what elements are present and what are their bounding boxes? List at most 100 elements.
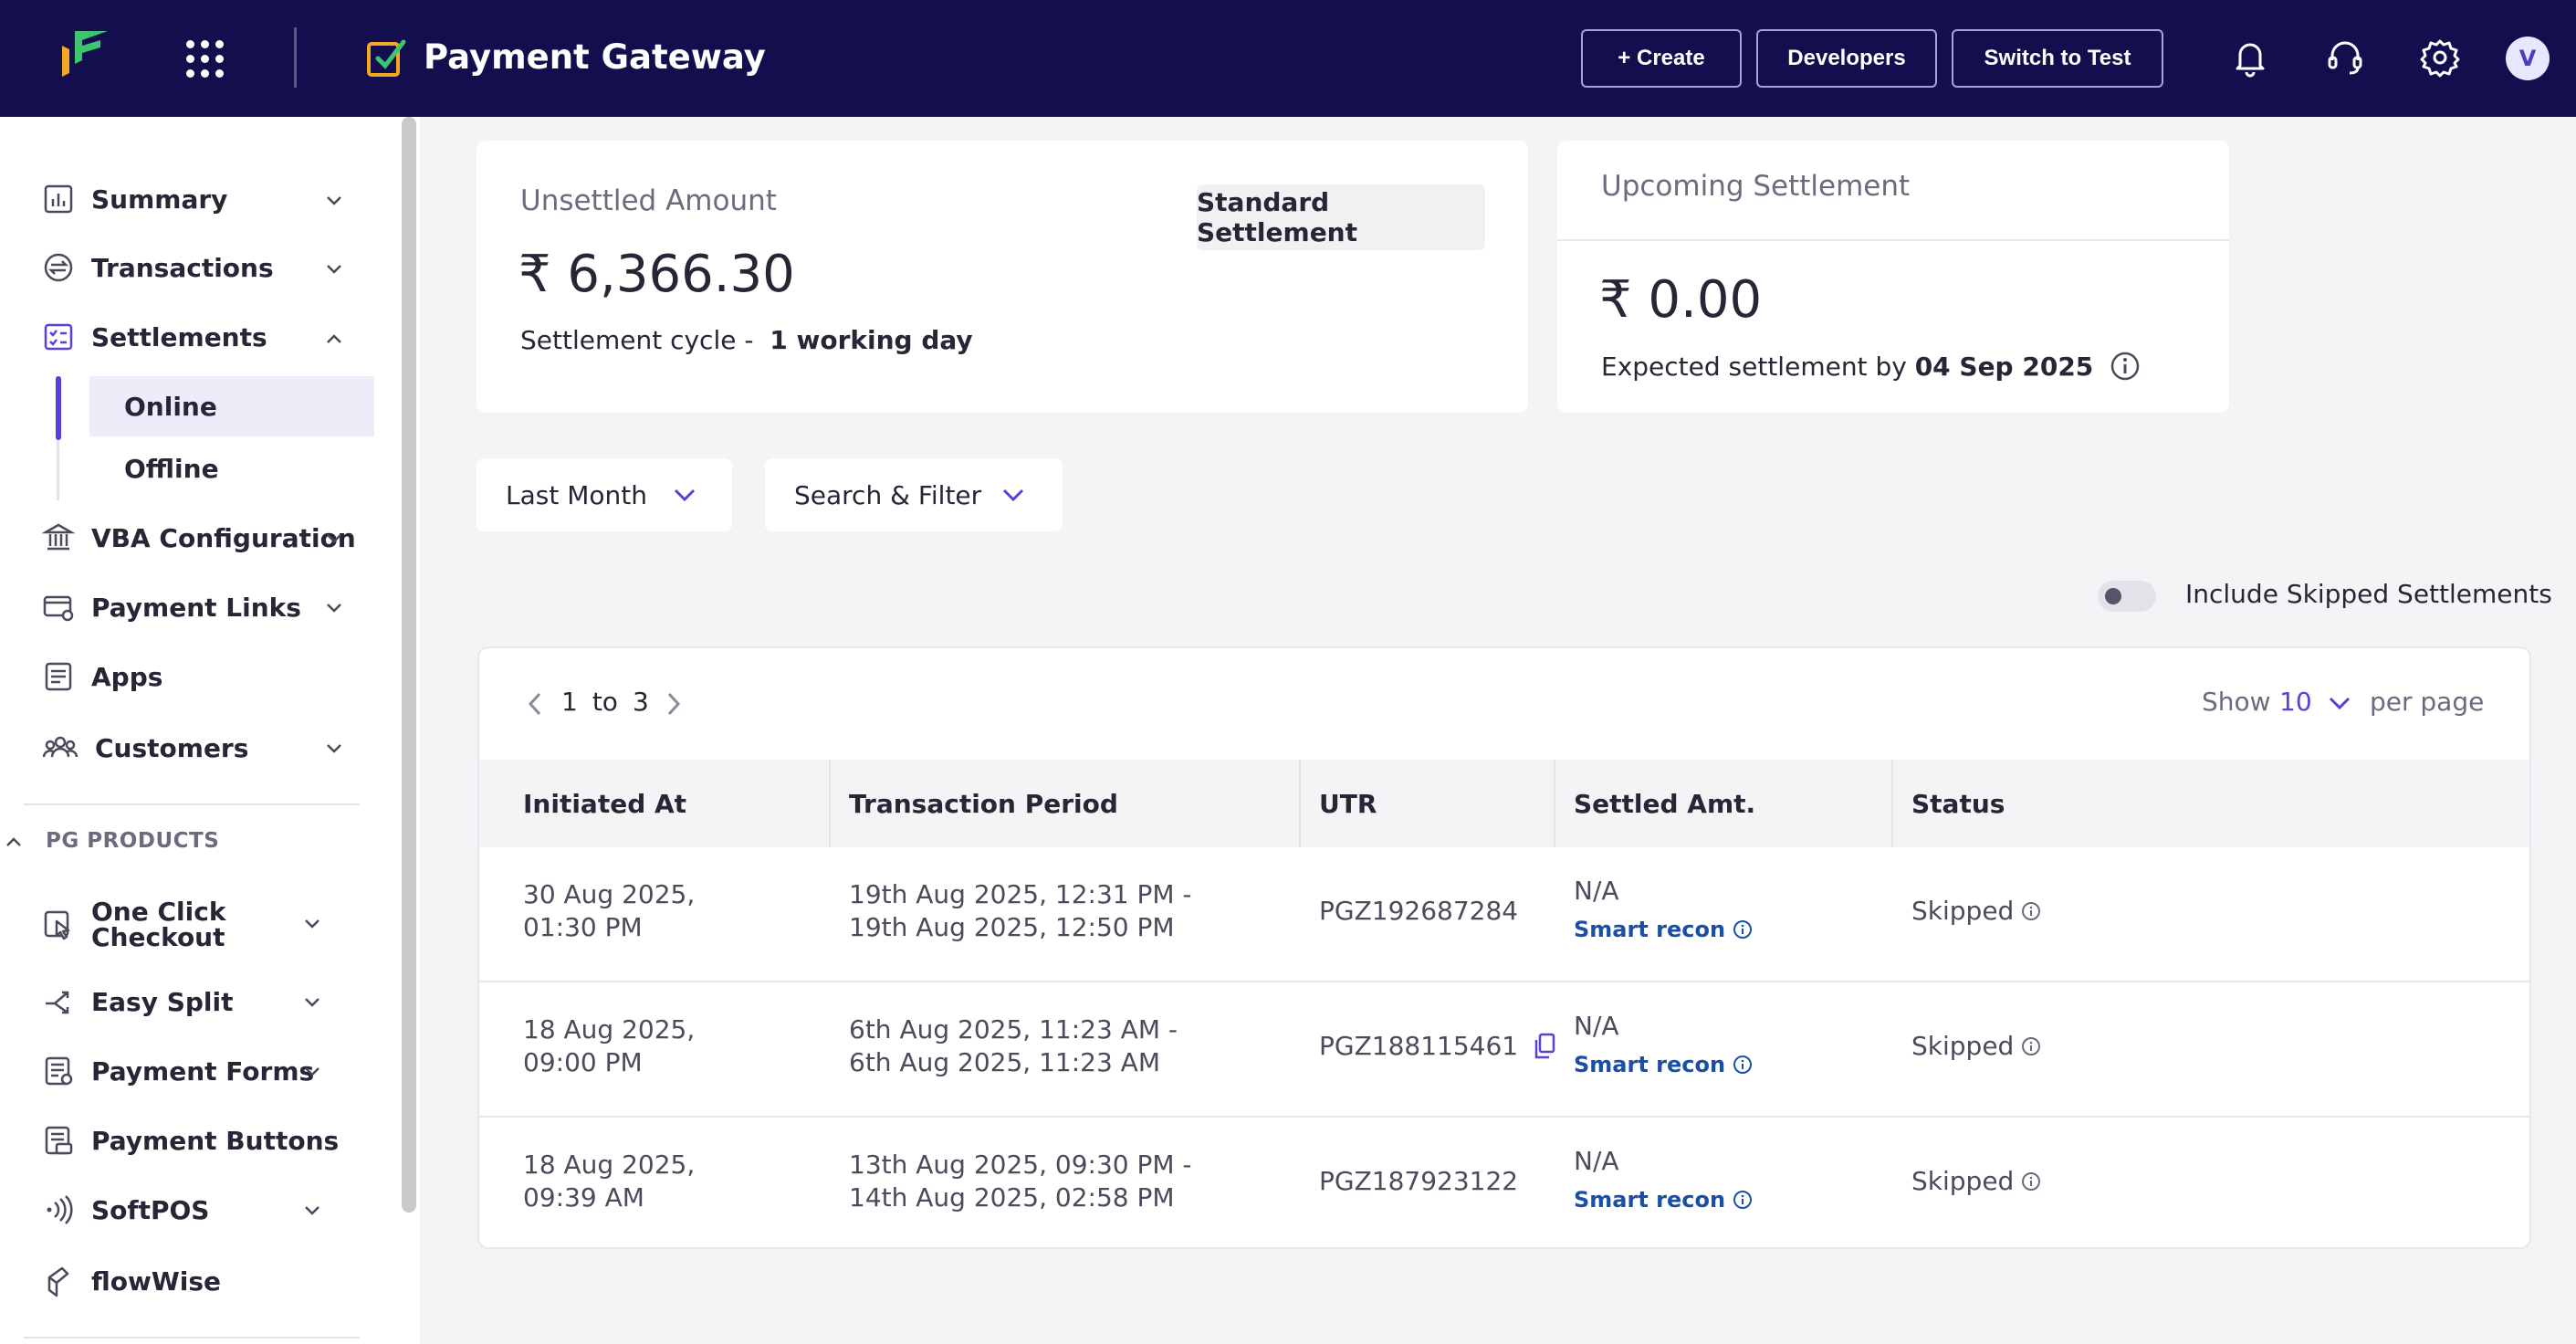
chevron-down-icon[interactable] [299, 911, 325, 937]
switch-to-test-button[interactable]: Switch to Test [1952, 29, 2163, 88]
sidebar-item-summary[interactable]: Summary [42, 173, 227, 225]
sidebar-item-payment-buttons[interactable]: Payment Buttons [42, 1115, 339, 1166]
settled-amount-cell: N/A [1574, 876, 1619, 906]
chevron-down-icon[interactable] [2325, 688, 2354, 718]
developers-button[interactable]: Developers [1756, 29, 1937, 88]
pagination-to: to [592, 687, 618, 717]
per-page-label: per page [2370, 687, 2485, 717]
settled-amount-cell: N/A [1574, 1146, 1619, 1176]
column-header-transaction-period[interactable]: Transaction Period [849, 788, 1118, 819]
gear-icon[interactable] [2419, 37, 2461, 79]
pagination-end: 3 [632, 687, 649, 717]
sidebar-item-easy-split[interactable]: Easy Split [42, 976, 233, 1027]
per-page-select[interactable]: 10 [2279, 687, 2312, 717]
standard-settlement-badge: Standard Settlement [1197, 184, 1485, 250]
column-header-initiated-at[interactable]: Initiated At [523, 788, 687, 819]
settlement-cycle-label: Settlement cycle - [520, 325, 762, 355]
create-button[interactable]: + Create [1581, 29, 1742, 88]
sidebar-item-flowwise[interactable]: flowWise [42, 1255, 221, 1307]
smart-recon-link[interactable]: Smart recon [1574, 1052, 1753, 1077]
header-divider [294, 27, 297, 88]
sidebar-item-label: One Click [91, 897, 226, 927]
apps-document-icon [45, 662, 72, 691]
sidebar-scrollbar[interactable] [402, 117, 416, 1213]
settlements-icon [44, 323, 73, 351]
chevron-down-icon[interactable] [299, 990, 325, 1015]
transaction-period-cell: 13th Aug 2025, 09:30 PM -14th Aug 2025, … [849, 1150, 1192, 1213]
sidebar-item-label: flowWise [91, 1265, 221, 1297]
info-icon[interactable] [2021, 1171, 2041, 1192]
info-icon[interactable] [2021, 1036, 2041, 1056]
chevron-down-icon[interactable] [321, 188, 347, 214]
column-header-utr[interactable]: UTR [1319, 788, 1377, 819]
sidebar-item-label: Transactions [91, 252, 274, 283]
include-skipped-toggle[interactable] [2098, 581, 2156, 612]
column-separator [829, 760, 831, 847]
payment-link-icon [43, 595, 74, 622]
sidebar-item-payment-links[interactable]: Payment Links [42, 582, 301, 633]
sidebar-item-settlements[interactable]: Settlements [42, 311, 267, 362]
payment-forms-icon [45, 1056, 73, 1086]
sidebar-divider [24, 803, 360, 805]
sidebar-item-label: Payment Buttons [91, 1125, 340, 1156]
utr-cell: PGZ187923122 [1319, 1166, 1519, 1196]
chevron-down-icon[interactable] [321, 257, 347, 282]
user-avatar[interactable]: V [2506, 37, 2550, 80]
initiated-at-cell: 30 Aug 2025, 01:30 PM [523, 879, 696, 942]
sidebar-item-label: Easy Split [91, 986, 234, 1017]
sidebar-item-label: Payment Forms [91, 1055, 315, 1087]
expected-settlement-label: Expected settlement by [1601, 351, 1915, 382]
chevron-down-icon[interactable] [299, 1059, 325, 1085]
settlements-table: 1 to 3 Show 10 per page Initiated At Tra… [477, 646, 2531, 1249]
settled-amount-cell: N/A [1574, 1011, 1619, 1041]
chevron-up-icon[interactable] [321, 326, 347, 352]
smart-recon-link[interactable]: Smart recon [1574, 1187, 1753, 1213]
chevron-up-icon[interactable] [2, 831, 26, 855]
sidebar-item-label: SoftPOS [91, 1194, 210, 1225]
chevron-down-icon[interactable] [321, 736, 347, 761]
chevron-down-icon[interactable] [321, 526, 347, 551]
sidebar-item-label: Checkout [91, 922, 225, 952]
upcoming-amount: ₹ 0.00 [1599, 270, 1763, 330]
column-header-settled-amount[interactable]: Settled Amt. [1574, 788, 1756, 819]
one-click-checkout-icon [44, 910, 70, 940]
column-header-status[interactable]: Status [1911, 788, 2005, 819]
transaction-period-cell: 19th Aug 2025, 12:31 PM -19th Aug 2025, … [849, 879, 1192, 942]
sidebar-item-transactions[interactable]: Transactions [42, 242, 274, 293]
bell-icon[interactable] [2229, 37, 2271, 79]
chevron-down-icon[interactable] [299, 1198, 325, 1223]
sidebar-item-label: Summary [91, 184, 228, 215]
sidebar-divider [24, 1337, 360, 1339]
sidebar-item-softpos[interactable]: SoftPOS [42, 1184, 209, 1235]
search-filter-dropdown[interactable]: Search & Filter [765, 458, 1063, 531]
unsettled-amount-card: Unsettled Amount ₹ 6,366.30 Settlement c… [476, 141, 1528, 413]
brand-logo-icon[interactable] [57, 27, 111, 79]
sidebar-subitem-offline[interactable]: Offline [124, 453, 219, 484]
sidebar-item-customers[interactable]: Customers [42, 722, 248, 773]
support-headset-icon[interactable] [2324, 37, 2366, 79]
status-text: Skipped [1911, 1031, 2015, 1061]
copy-icon[interactable] [1533, 1033, 1556, 1060]
sidebar-subitem-online[interactable]: Online [89, 376, 374, 436]
sidebar-item-one-click-checkout[interactable]: One Click Checkout [42, 895, 225, 955]
smart-recon-link[interactable]: Smart recon [1574, 917, 1753, 942]
initiated-at-cell: 18 Aug 2025, 09:00 PM [523, 1014, 696, 1077]
split-icon [46, 991, 69, 1014]
info-icon[interactable] [2110, 351, 2141, 382]
sidebar-item-payment-forms[interactable]: Payment Forms [42, 1045, 314, 1097]
sidebar-item-vba-configuration[interactable]: VBA Configuration [42, 512, 356, 563]
apps-grid-icon[interactable] [186, 40, 225, 79]
chevron-right-icon[interactable] [660, 688, 687, 719]
column-separator [1554, 760, 1555, 847]
chevron-left-icon[interactable] [521, 688, 549, 719]
unsettled-title: Unsettled Amount [520, 184, 777, 217]
payment-gateway-icon [367, 39, 406, 77]
period-dropdown-value: Last Month [506, 479, 647, 510]
info-icon[interactable] [2021, 901, 2041, 921]
sidebar-item-apps[interactable]: Apps [42, 651, 162, 702]
utr-cell: PGZ192687284 [1319, 896, 1519, 926]
top-navbar: Payment Gateway + Create Developers Swit… [0, 0, 2576, 117]
period-dropdown[interactable]: Last Month [476, 458, 732, 531]
chevron-down-icon[interactable] [321, 595, 347, 621]
status-cell: Skipped [1911, 895, 2041, 928]
